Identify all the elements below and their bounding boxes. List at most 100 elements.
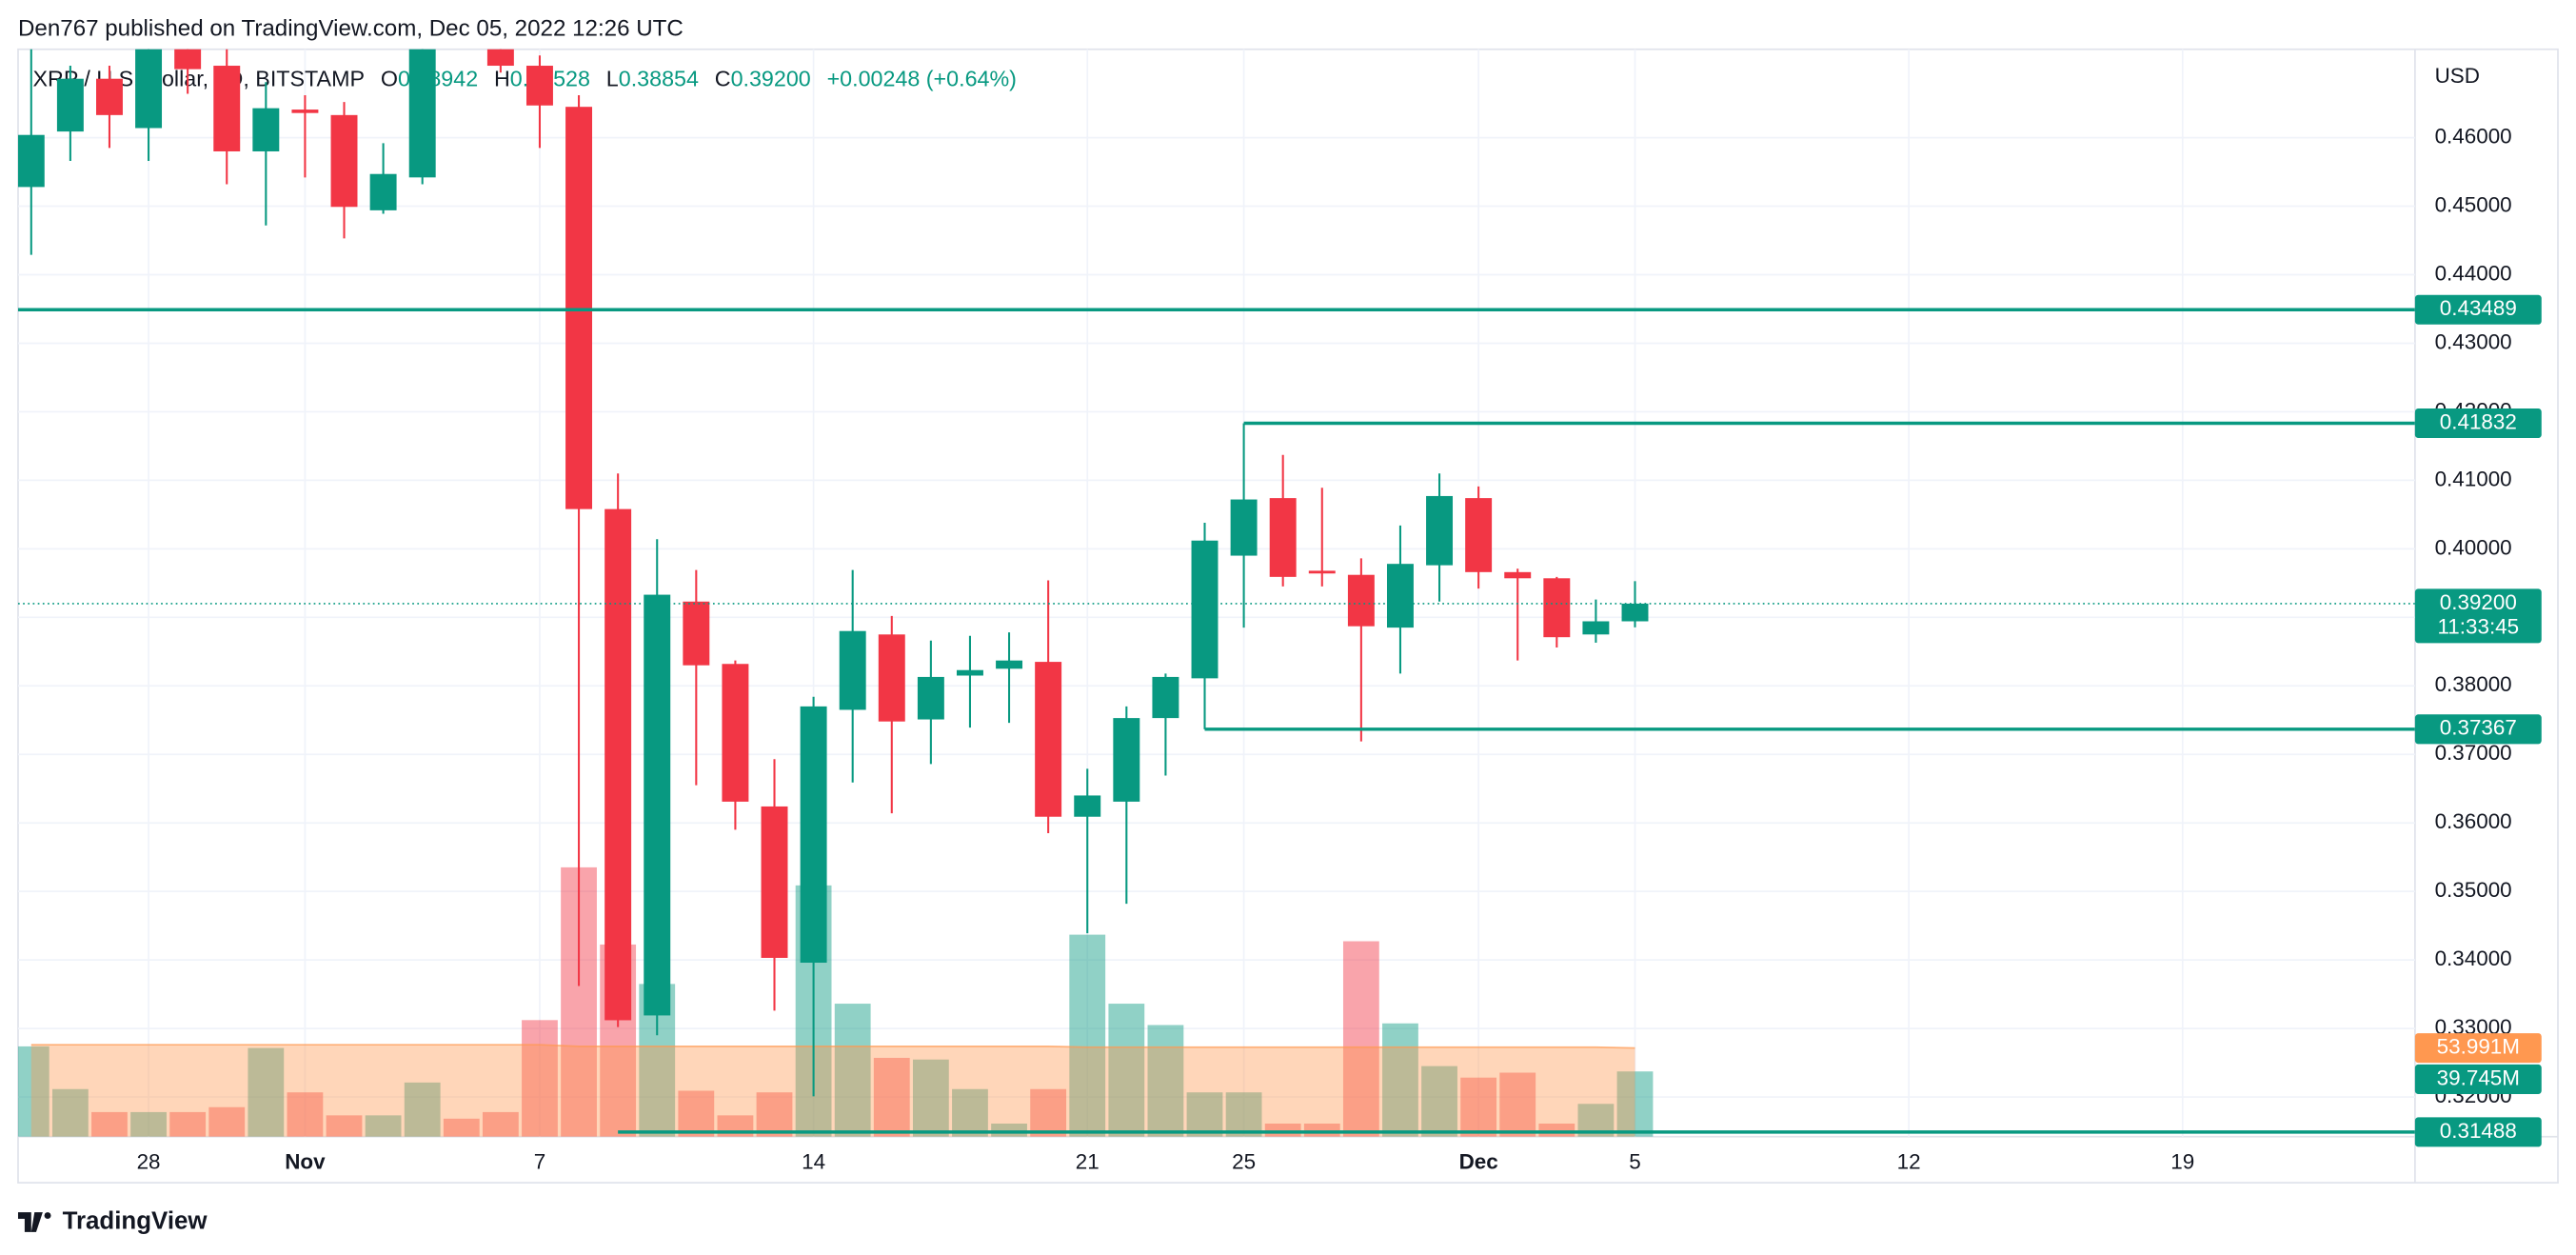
brand-icon [17,1212,43,1232]
candle-body [956,669,983,676]
y-tick-label: 0.38000 [2435,672,2512,696]
volume-bar [17,1046,50,1137]
x-tick-label: 7 [534,1149,545,1173]
x-tick-label: 14 [802,1149,825,1173]
volume-bar [1225,1092,1262,1137]
candle-body [213,66,241,151]
candle-body [1543,578,1571,638]
candle-body [17,134,45,188]
candle-body [917,676,944,720]
level-label-box [2414,408,2542,439]
x-tick-label: 19 [2170,1149,2194,1173]
volume-bar [169,1111,207,1137]
level-label-box [2414,714,2542,745]
volume-label: 39.745M [2437,1066,2520,1089]
y-tick-label: 0.45000 [2435,192,2512,216]
candle-body [1621,603,1649,622]
volume-ma-area [30,1045,1635,1137]
volume-bar [1108,1004,1145,1137]
candle-body [408,49,436,178]
candle-body [1113,718,1140,802]
candle-body [1074,795,1101,817]
volume-bar [1421,1066,1457,1137]
legend-change: +0.00248 (+0.64%) [827,67,1017,91]
volume-bar [365,1115,402,1137]
volume-bar [1499,1072,1536,1137]
volume-bar [1186,1092,1223,1137]
volume_ma-label-box [2414,1033,2542,1064]
volume-bar [404,1082,441,1137]
legend-key: H [494,67,510,91]
candle-body [722,664,749,802]
candle-body [878,634,905,722]
x-tick-label: 28 [137,1149,161,1173]
candle-body [56,78,84,132]
candle-body [1152,676,1179,719]
volume-bar [1030,1088,1067,1137]
candle-body [525,66,553,106]
candle-body [1504,571,1532,579]
plot-area [17,49,2415,1137]
volume-bar [326,1115,363,1137]
x-tick-label: 5 [1629,1149,1640,1173]
x-tick-label: 25 [1232,1149,1256,1173]
level-label-box [2414,294,2542,325]
y-tick-label: 0.37000 [2435,741,2512,765]
candle-body [1269,498,1297,577]
volume-bar [287,1092,324,1137]
currency-label: USD [2435,64,2480,88]
volume-bar [834,1004,871,1137]
last-price-box [2414,588,2542,644]
candle-body [1426,495,1454,566]
volume-bar [51,1088,89,1137]
y-tick-label: 0.46000 [2435,125,2512,149]
volume-bar [208,1106,246,1137]
legend-low: 0.38854 [619,67,699,91]
last-price-label: 0.39200 [2440,590,2517,614]
volume-bar [1342,941,1379,1137]
candle-body [644,594,671,1016]
y-tick-label: 0.36000 [2435,809,2512,833]
volume-bar [522,1020,558,1137]
brand-logo [17,1212,51,1232]
volume-bar [1069,934,1106,1137]
volume-bar [1147,1025,1184,1137]
volume-label-box [2414,1064,2542,1094]
volume-bar [91,1111,128,1137]
level-label-box [2414,1117,2542,1147]
level-label: 0.43489 [2440,296,2517,320]
volume-ma-line [30,1044,1635,1049]
volume-bar [912,1059,949,1137]
volume-bar [443,1118,480,1137]
countdown-label: 11:33:45 [2437,615,2519,639]
chart-frame [17,48,2559,1184]
candle-body [1465,498,1493,572]
candle-body [683,601,710,666]
y-tick-label: 0.41000 [2435,467,2512,490]
candle-body [135,49,163,129]
candle-body [174,49,202,70]
volume-bar [756,1092,793,1137]
candle-body [1230,499,1258,556]
brand-name: TradingView [63,1207,208,1234]
candle-body [252,108,280,151]
candle-body [291,110,319,113]
legend: XRP / U.S. Dollar, 1D, BITSTAMP O0.38942… [33,67,1017,91]
candle-body [486,49,514,67]
candle-body [369,173,397,210]
volume-bar [873,1057,910,1137]
level-label: 0.31488 [2440,1119,2517,1143]
candle-body [1582,621,1610,635]
brand-icon-dot [44,1212,51,1220]
candle-body [95,78,123,115]
legend-symbol: XRP / U.S. Dollar, 1D, BITSTAMP [33,67,366,91]
publish-header: Den767 published on TradingView.com, Dec… [18,15,684,41]
y-tick-label: 0.43000 [2435,329,2512,353]
volume-bar [482,1111,519,1137]
candle-body [761,806,788,958]
volume-bar [1460,1077,1497,1137]
volume-bar [248,1047,285,1137]
